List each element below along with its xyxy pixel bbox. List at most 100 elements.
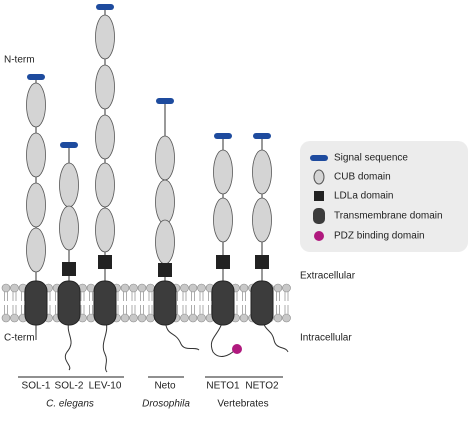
lipid-tail bbox=[242, 292, 246, 314]
lipid-head bbox=[10, 313, 19, 323]
lipid-head bbox=[188, 283, 198, 293]
protein-name: Neto bbox=[154, 381, 176, 392]
proteins bbox=[24, 4, 289, 373]
signal-sequence bbox=[253, 133, 271, 139]
group-label: Vertebrates bbox=[217, 399, 268, 410]
lipid-head bbox=[197, 283, 206, 293]
cub-domain bbox=[26, 227, 46, 273]
lipid-tail bbox=[80, 292, 85, 314]
legend-icon bbox=[314, 191, 324, 201]
lipid-head bbox=[239, 313, 249, 323]
ldla-domain bbox=[158, 263, 172, 277]
c-tail bbox=[102, 319, 108, 373]
c-term-label: C-term bbox=[4, 333, 35, 344]
c-tail bbox=[164, 319, 200, 351]
lipid-tail bbox=[21, 292, 25, 314]
intracellular-label: Intracellular bbox=[300, 333, 352, 344]
transmembrane-domain bbox=[57, 280, 81, 326]
ldla-domain bbox=[62, 262, 76, 276]
cub-domain bbox=[26, 82, 46, 128]
lipid-head bbox=[180, 313, 189, 323]
lipid-head bbox=[273, 313, 283, 323]
transmembrane-domain bbox=[93, 280, 117, 326]
protein-labels: SOL-1 SOL-2 LEV-10 Neto NETO1 NETO2 C. elegans… bbox=[18, 376, 283, 410]
signal-sequence bbox=[214, 133, 232, 139]
ldla-domain bbox=[216, 255, 230, 269]
lipid-tail bbox=[123, 292, 127, 314]
cub-domain bbox=[59, 205, 79, 251]
ldla-domain bbox=[255, 255, 269, 269]
lipid-head bbox=[120, 313, 130, 323]
cub-domain bbox=[252, 197, 272, 243]
transmembrane-domain bbox=[211, 280, 235, 326]
cub-domain bbox=[95, 114, 115, 160]
lipid-head bbox=[273, 283, 283, 293]
lipid-head bbox=[1, 313, 11, 323]
ldla-domain bbox=[98, 255, 112, 269]
transmembrane-domain bbox=[24, 280, 48, 326]
protein-name: SOL-2 bbox=[55, 381, 84, 392]
legend-icon bbox=[310, 155, 328, 161]
lipid-head bbox=[1, 283, 11, 293]
signal-sequence bbox=[60, 142, 78, 148]
cub-domain bbox=[95, 64, 115, 110]
c-tail bbox=[210, 319, 236, 357]
lipid-tail bbox=[276, 292, 280, 314]
cub-domain bbox=[95, 162, 115, 208]
signal-sequence bbox=[96, 4, 114, 10]
lipid-tail bbox=[89, 292, 93, 314]
lipid-head bbox=[146, 313, 155, 323]
legend-label: Transmembrane domain bbox=[334, 211, 443, 222]
lipid-tail bbox=[182, 292, 187, 314]
cub-domain bbox=[26, 132, 46, 178]
lipid-tail bbox=[199, 292, 204, 314]
protein-name: SOL-1 bbox=[22, 381, 51, 392]
transmembrane-domain bbox=[250, 280, 274, 326]
cub-domain bbox=[213, 197, 233, 243]
lipid-head bbox=[146, 283, 155, 293]
legend-label: PDZ binding domain bbox=[334, 231, 425, 242]
cub-domain bbox=[213, 149, 233, 195]
group-label: Drosophila bbox=[142, 399, 190, 410]
signal-sequence bbox=[156, 98, 174, 104]
lipid-tail bbox=[4, 292, 8, 314]
lipid-tail bbox=[191, 292, 195, 314]
lipid-head bbox=[120, 283, 130, 293]
legend-label: Signal sequence bbox=[334, 153, 408, 164]
lipid-tail bbox=[284, 292, 289, 314]
pdz-motif bbox=[232, 344, 242, 354]
lipid-head bbox=[10, 283, 19, 293]
cub-domain bbox=[155, 179, 175, 225]
cub-domain bbox=[252, 149, 272, 195]
lipid-head bbox=[282, 313, 291, 323]
lipid-head bbox=[197, 313, 206, 323]
legend-label: LDLa domain bbox=[334, 191, 393, 202]
cub-domain bbox=[95, 14, 115, 60]
transmembrane-domain bbox=[153, 280, 177, 326]
legend-box bbox=[300, 141, 468, 252]
lipid-head bbox=[129, 313, 138, 323]
cub-domain bbox=[26, 182, 46, 228]
c-tail bbox=[261, 319, 289, 353]
legend-label: CUB domain bbox=[334, 172, 391, 183]
lipid-tail bbox=[131, 292, 136, 314]
signal-sequence bbox=[27, 74, 45, 80]
lipid-head bbox=[137, 283, 147, 293]
lipid-tail bbox=[208, 292, 212, 314]
lipid-head bbox=[239, 283, 249, 293]
group-label: C. elegans bbox=[46, 399, 94, 410]
lipid-head bbox=[180, 283, 189, 293]
legend: Signal sequence CUB domain LDLa domain Tran… bbox=[310, 153, 443, 242]
lipid-tail bbox=[148, 292, 153, 314]
cub-domain bbox=[155, 219, 175, 265]
lipid-head bbox=[188, 313, 198, 323]
c-tail bbox=[64, 319, 72, 371]
cub-domain bbox=[95, 207, 115, 253]
protein-name: LEV-10 bbox=[89, 381, 122, 392]
legend-icon bbox=[314, 231, 324, 241]
lipid-tail bbox=[140, 292, 144, 314]
legend-icon bbox=[313, 169, 325, 185]
protein-name: NETO1 bbox=[206, 381, 240, 392]
n-term-label: N-term bbox=[4, 55, 35, 66]
